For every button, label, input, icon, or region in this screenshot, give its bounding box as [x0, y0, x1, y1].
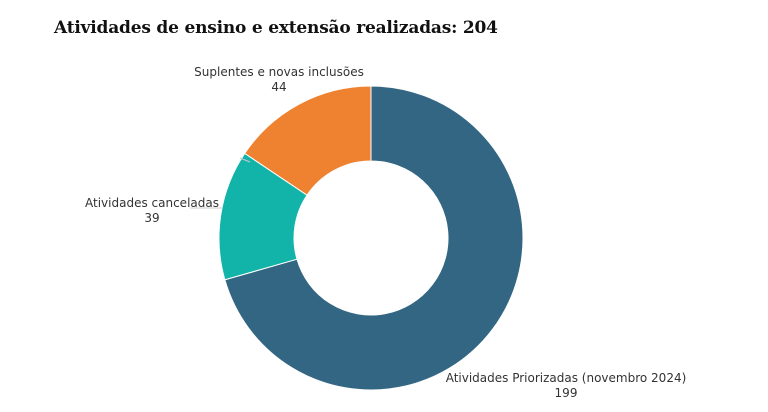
slice-value: 39	[144, 211, 159, 225]
leader-line	[239, 157, 251, 163]
slice-value: 44	[271, 80, 286, 94]
slice-label: Atividades Priorizadas (novembro 2024)	[446, 371, 687, 385]
chart-title: Atividades de ensino e extensão realizad…	[54, 18, 498, 38]
slice-label: Atividades canceladas	[85, 196, 219, 210]
slice-1[interactable]	[224, 85, 524, 391]
slice-value: 199	[555, 386, 578, 400]
slice-label: Suplentes e novas inclusões	[194, 65, 364, 79]
slice-3[interactable]	[244, 85, 372, 196]
